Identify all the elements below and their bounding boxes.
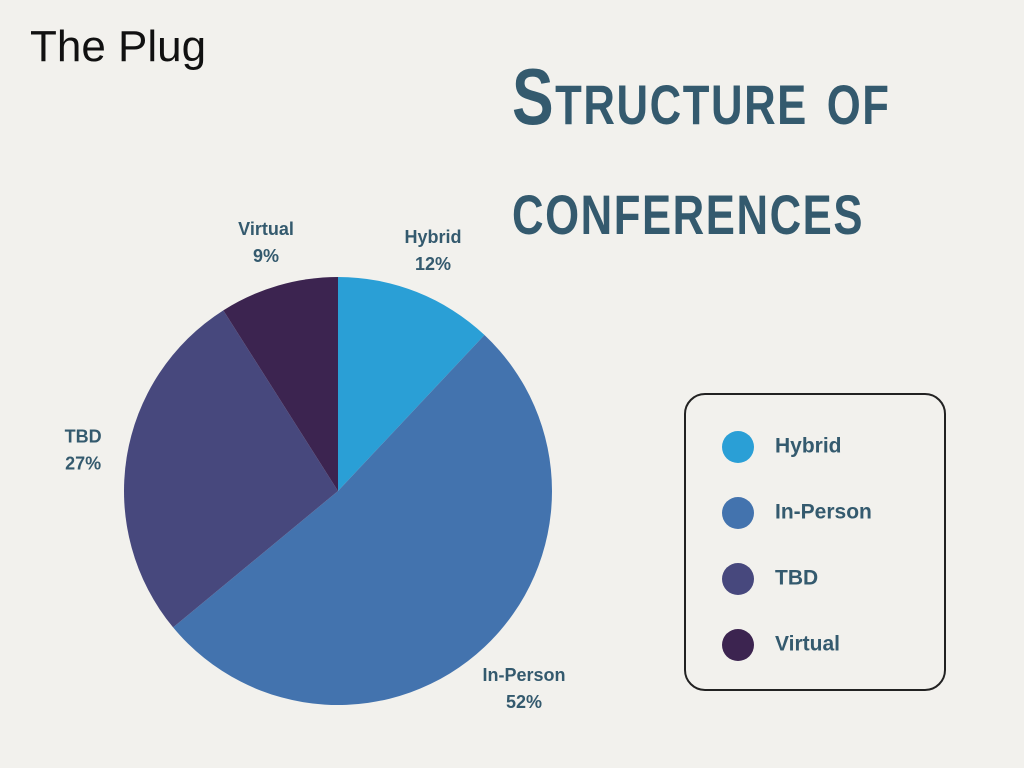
legend-swatch bbox=[722, 431, 754, 463]
slice-label: Virtual bbox=[238, 219, 294, 239]
slice-value-label: 52% bbox=[506, 692, 542, 712]
slice-value-label: 27% bbox=[65, 453, 101, 473]
brand: The Plug bbox=[30, 22, 207, 71]
slice-value-label: 9% bbox=[253, 246, 279, 266]
legend-swatch bbox=[722, 563, 754, 595]
pie-slice bbox=[173, 335, 552, 705]
pie-slice bbox=[338, 277, 485, 491]
slice-label: TBD bbox=[65, 426, 102, 446]
pie-slice bbox=[223, 277, 338, 491]
pie-slice bbox=[123, 310, 338, 628]
legend-swatch bbox=[722, 629, 754, 661]
legend-label: Hybrid bbox=[775, 435, 842, 458]
legend-swatch bbox=[722, 497, 754, 529]
legend-label: In-Person bbox=[775, 501, 872, 524]
slice-label: Hybrid bbox=[404, 227, 461, 247]
legend-box bbox=[684, 393, 946, 691]
chart-title: Structure of conferences bbox=[512, 52, 891, 251]
legend-label: Virtual bbox=[775, 633, 840, 656]
legend-label: TBD bbox=[775, 567, 818, 590]
slice-value-label: 12% bbox=[415, 254, 451, 274]
slice-label: In-Person bbox=[482, 665, 565, 685]
